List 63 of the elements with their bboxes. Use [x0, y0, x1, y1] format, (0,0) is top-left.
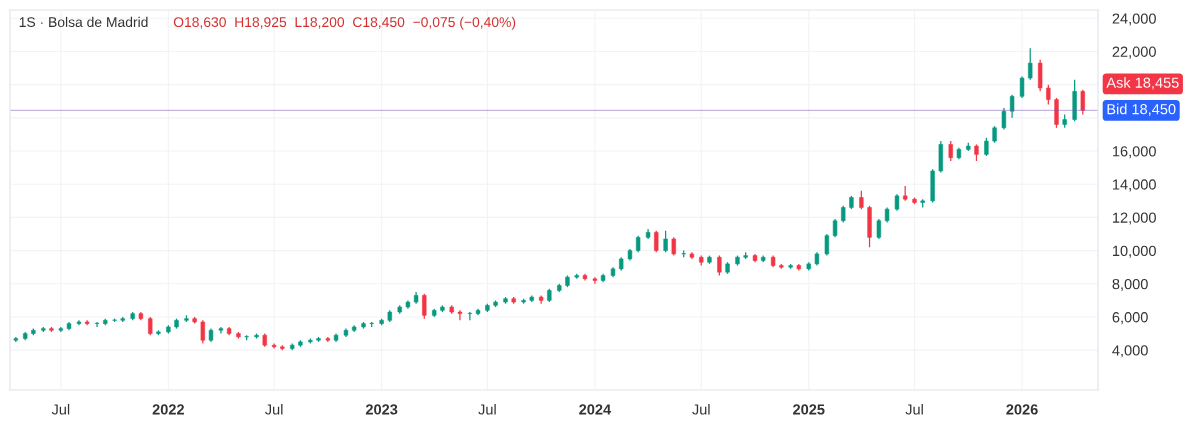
y-tick-label: 16,000 [1113, 146, 1156, 159]
ref-line-label: Ask 18,455 [1106, 77, 1179, 90]
candlestick [457, 309, 463, 321]
y-tick-label: 6,000 [1112, 312, 1148, 325]
candlestick [200, 319, 205, 345]
candlestick [148, 316, 153, 336]
candlestick [66, 321, 72, 331]
x-tick-label: 2026 [1006, 404, 1038, 415]
candlestick [1037, 59, 1043, 92]
candlestick [449, 304, 454, 315]
x-tick-label: 2022 [152, 404, 184, 415]
candlestick [76, 319, 82, 326]
candlestick [1019, 75, 1025, 99]
x-tick-label: Jul [265, 403, 283, 415]
candlestick [610, 266, 616, 278]
x-tick-label: 2025 [793, 404, 825, 415]
candlestick [859, 190, 864, 210]
candlestick [1072, 79, 1077, 122]
candlestick [627, 248, 633, 262]
x-tick-label: Jul [478, 403, 496, 415]
candlestick [984, 137, 989, 157]
candlestick [752, 253, 758, 263]
y-tick-label: 10,000 [1113, 245, 1156, 258]
candlestick [663, 230, 668, 253]
y-tick-label: 24,000 [1112, 13, 1156, 26]
candlestick [654, 230, 659, 253]
ref-line-label: Bid 18,450 [1107, 103, 1176, 117]
y-tick-label: 4,000 [1112, 345, 1148, 358]
y-tick-label: 12,000 [1113, 212, 1156, 225]
candlestick [397, 304, 402, 315]
x-tick-label: 2024 [579, 404, 612, 415]
x-tick-label: Jul [692, 403, 710, 415]
candlestick [717, 254, 722, 277]
candlestick [84, 319, 90, 326]
candlestick [166, 324, 171, 335]
candlestick [1080, 89, 1085, 116]
x-tick-label: Jul [905, 403, 923, 415]
candlestick [582, 273, 588, 282]
candlestick [1046, 84, 1051, 106]
y-tick-label: 8,000 [1112, 278, 1148, 291]
candlestick [867, 205, 872, 248]
x-tick-label: 2023 [365, 404, 398, 415]
candlestick [1054, 97, 1059, 129]
candlestick [806, 261, 811, 272]
y-tick-label: 22,000 [1112, 46, 1156, 59]
chart-title: 1S · Bolsa de Madrid [19, 16, 148, 28]
candlestick [475, 308, 481, 316]
candlestick [343, 327, 349, 338]
candlestick [592, 276, 598, 285]
candlestick [930, 168, 935, 204]
candlestick [671, 236, 676, 257]
x-tick-label: Jul [51, 403, 70, 415]
y-tick-label: 14,000 [1113, 179, 1156, 192]
candlestick [1028, 47, 1033, 81]
candlestick [894, 193, 900, 212]
annotation: O18,630 H18,925 L18,200 C18,450 −0,075 (−0,40%) [173, 16, 516, 30]
candlestick [938, 140, 943, 174]
candlestick [218, 326, 224, 335]
candlestick [325, 336, 331, 343]
candlestick [208, 327, 214, 343]
candlestick [948, 140, 953, 162]
candlestick [422, 293, 427, 320]
candlestick [271, 342, 277, 350]
